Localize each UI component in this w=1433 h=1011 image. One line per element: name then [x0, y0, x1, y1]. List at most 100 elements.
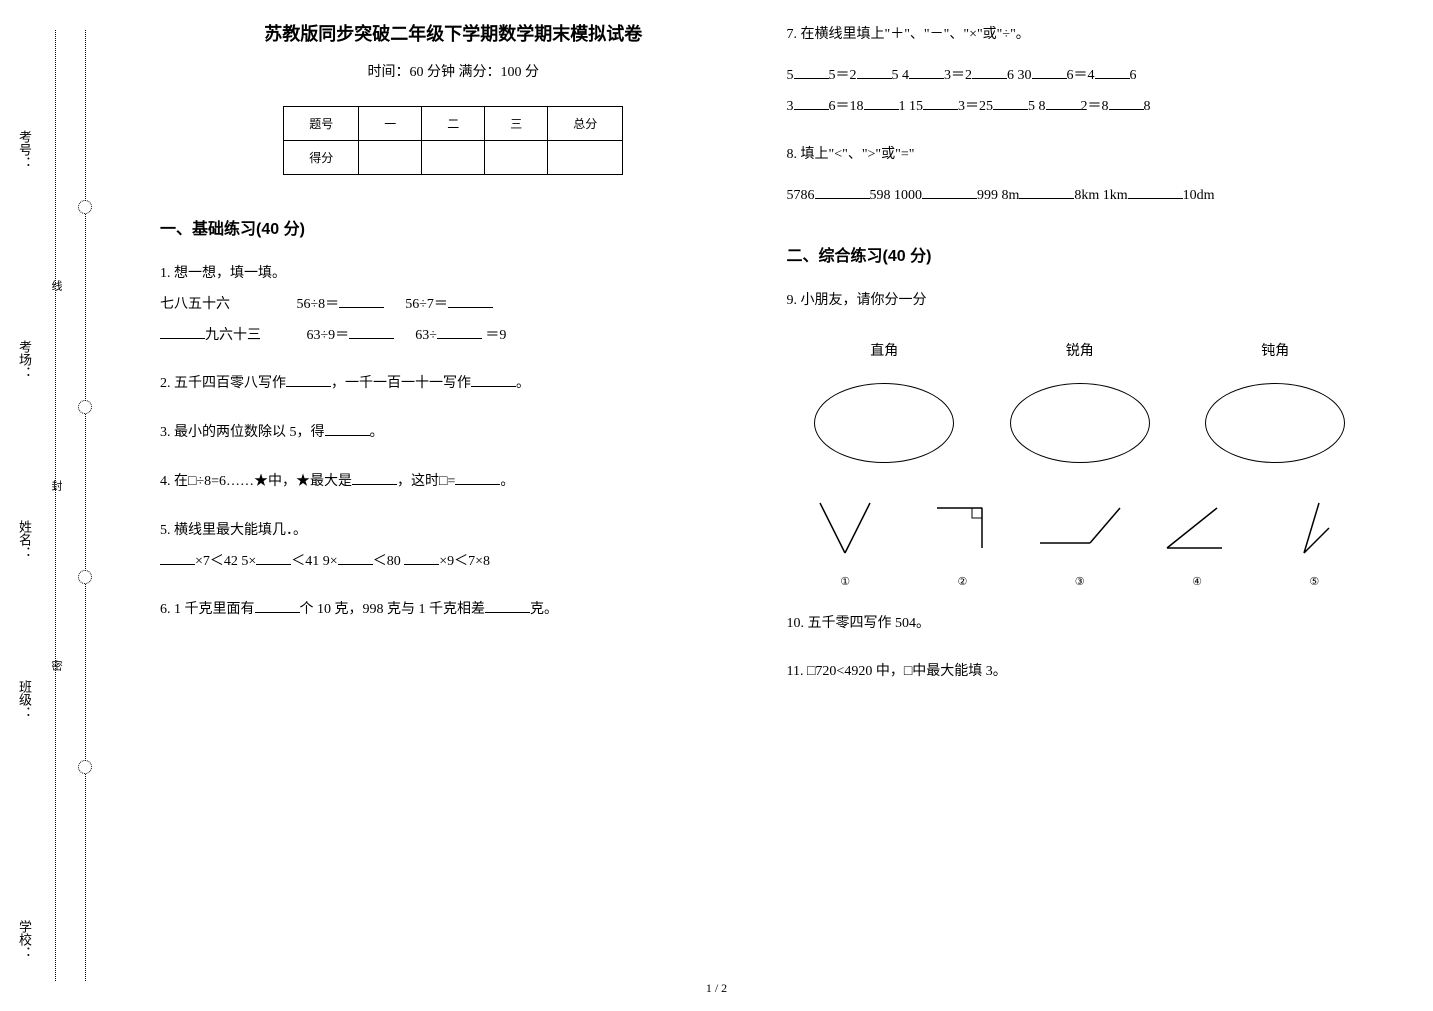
fill-blank[interactable]: [352, 469, 397, 485]
fill-blank[interactable]: [1128, 183, 1183, 199]
q2-text: 。: [516, 376, 530, 391]
table-row: 得分: [284, 141, 623, 175]
q7-part: 6: [1130, 68, 1137, 83]
angle-label-obtuse: 钝角: [1178, 337, 1374, 368]
binding-text-feng: 封: [48, 480, 64, 497]
fill-blank[interactable]: [1032, 63, 1067, 79]
angle-icon: [922, 493, 1002, 563]
question-11: 11. □720<4920 中，□中最大能填 3。: [787, 657, 1374, 688]
q8-part: 999 8m: [977, 188, 1019, 203]
q4-text: ，这时□=: [397, 474, 455, 489]
score-table: 题号 一 二 三 总分 得分: [283, 106, 623, 175]
angle-shape-5: [1256, 493, 1373, 563]
right-column: 7. 在横线里填上"＋"、"－"、"×"或"÷"。 55＝25 43＝26 30…: [767, 20, 1394, 991]
binding-text-xian: 线: [48, 280, 64, 297]
fill-blank[interactable]: [1095, 63, 1130, 79]
q5-part: ＜80: [373, 554, 405, 569]
td-blank[interactable]: [485, 141, 548, 175]
q8-line: 5786598 1000999 8m8km 1km10dm: [787, 181, 1374, 212]
q1-label: 1. 想一想，填一填。: [160, 259, 747, 290]
fill-blank[interactable]: [448, 292, 493, 308]
q1-text: 七八五十六: [160, 297, 230, 312]
th-2: 二: [422, 107, 485, 141]
fill-blank[interactable]: [1046, 94, 1081, 110]
q5-part: ×7＜42 5×: [195, 554, 256, 569]
exam-title: 苏教版同步突破二年级下学期数学期末模拟试卷: [160, 20, 747, 46]
dotted-fold-line-inner: [55, 30, 56, 981]
fill-blank[interactable]: [286, 371, 331, 387]
q7-label: 7. 在横线里填上"＋"、"－"、"×"或"÷"。: [787, 20, 1374, 51]
fill-blank[interactable]: [857, 63, 892, 79]
q2-text: ，一千一百一十一写作: [331, 376, 471, 391]
fill-blank[interactable]: [404, 549, 439, 565]
ellipse-acute[interactable]: [1010, 383, 1150, 463]
fill-blank[interactable]: [909, 63, 944, 79]
q8-part: 10dm: [1183, 188, 1215, 203]
fill-blank[interactable]: [794, 94, 829, 110]
fill-blank[interactable]: [922, 183, 977, 199]
q7-part: 8: [1144, 99, 1151, 114]
fill-blank[interactable]: [160, 323, 205, 339]
q5-part: ×9＜7×8: [439, 554, 490, 569]
q7-part: 5 8: [1028, 99, 1046, 114]
fill-blank[interactable]: [325, 420, 370, 436]
label-class: 班级：: [15, 680, 34, 719]
q2-text: 2. 五千四百零八写作: [160, 376, 286, 391]
label-name: 姓名：: [15, 520, 34, 559]
fill-blank[interactable]: [471, 371, 516, 387]
fill-blank[interactable]: [349, 323, 394, 339]
fill-blank[interactable]: [923, 94, 958, 110]
ellipse-right[interactable]: [814, 383, 954, 463]
ellipse-row: [787, 383, 1374, 463]
dotted-fold-line: [85, 30, 86, 981]
question-5: 5. 横线里最大能填几．。 ×7＜42 5×＜41 9×＜80 ×9＜7×8: [160, 516, 747, 578]
fold-circle: [78, 400, 92, 414]
td-blank[interactable]: [359, 141, 422, 175]
angle-shapes-row: [787, 493, 1374, 563]
q7-part: 5＝2: [829, 68, 857, 83]
fill-blank[interactable]: [815, 183, 870, 199]
question-1: 1. 想一想，填一填。 七八五十六 56÷8＝ 56÷7＝ 九六十三 63÷9＝…: [160, 259, 747, 351]
fill-blank[interactable]: [993, 94, 1028, 110]
angle-icon: [1157, 493, 1237, 563]
q1-text: 56÷8＝: [297, 297, 340, 312]
fill-blank[interactable]: [437, 323, 482, 339]
question-4: 4. 在□÷8=6……★中，★最大是，这时□=。: [160, 467, 747, 498]
fold-circle: [78, 760, 92, 774]
angle-icon: [805, 493, 885, 563]
q8-label: 8. 填上"<"、">"或"=": [787, 140, 1374, 171]
td-score-label: 得分: [284, 141, 359, 175]
page-number: 1 / 2: [706, 981, 727, 996]
q5-line: ×7＜42 5×＜41 9×＜80 ×9＜7×8: [160, 547, 747, 578]
fill-blank[interactable]: [338, 549, 373, 565]
q7-part: 2＝8: [1081, 99, 1109, 114]
q1-line1: 七八五十六 56÷8＝ 56÷7＝: [160, 290, 747, 321]
q1-text: 56÷7＝: [405, 297, 448, 312]
q9-label: 9. 小朋友，请你分一分: [787, 286, 1374, 317]
q7-part: 6＝18: [829, 99, 864, 114]
td-blank[interactable]: [548, 141, 623, 175]
fill-blank[interactable]: [256, 549, 291, 565]
fill-blank[interactable]: [255, 597, 300, 613]
q7-part: 3: [787, 99, 794, 114]
question-2: 2. 五千四百零八写作 ，一千一百一十一写作 。: [160, 369, 747, 400]
td-blank[interactable]: [422, 141, 485, 175]
fill-blank[interactable]: [485, 597, 530, 613]
binding-text-mi: 密: [48, 660, 64, 677]
fill-blank[interactable]: [972, 63, 1007, 79]
section-1-title: 一、基础练习(40 分): [160, 215, 747, 239]
q8-part: 5786: [787, 188, 815, 203]
fill-blank[interactable]: [455, 469, 500, 485]
fill-blank[interactable]: [160, 549, 195, 565]
fill-blank[interactable]: [339, 292, 384, 308]
fill-blank[interactable]: [794, 63, 829, 79]
fill-blank[interactable]: [1019, 183, 1074, 199]
q1-text: ＝9: [485, 328, 506, 343]
label-exam-room: 考场：: [15, 340, 34, 379]
q6-text: 6. 1 千克里面有: [160, 602, 255, 617]
circled-1: ①: [836, 573, 854, 591]
table-row: 题号 一 二 三 总分: [284, 107, 623, 141]
fill-blank[interactable]: [1109, 94, 1144, 110]
ellipse-obtuse[interactable]: [1205, 383, 1345, 463]
fill-blank[interactable]: [864, 94, 899, 110]
